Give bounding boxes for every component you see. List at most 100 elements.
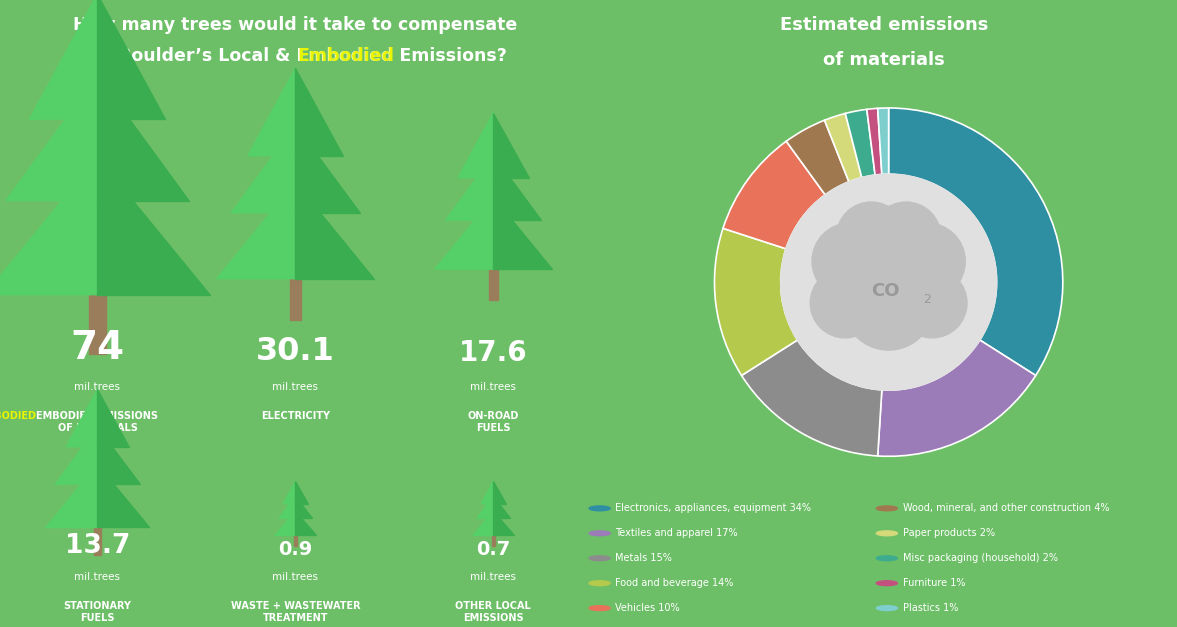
Polygon shape: [493, 482, 506, 504]
Polygon shape: [493, 510, 513, 535]
Text: Vehicles 10%: Vehicles 10%: [616, 603, 680, 613]
Polygon shape: [481, 482, 493, 504]
Circle shape: [837, 202, 906, 271]
Text: Wood, mineral, and other construction 4%: Wood, mineral, and other construction 4%: [903, 503, 1110, 514]
Wedge shape: [889, 108, 1063, 376]
Text: 0.9: 0.9: [278, 540, 313, 559]
Polygon shape: [55, 426, 98, 484]
Text: mil.trees: mil.trees: [272, 572, 319, 582]
Text: for Boulder’s Local & Embodied Emissions?: for Boulder’s Local & Embodied Emissions…: [84, 47, 507, 65]
Polygon shape: [98, 426, 140, 484]
Text: How many trees would it take to compensate: How many trees would it take to compensa…: [73, 16, 518, 34]
Polygon shape: [284, 482, 295, 504]
Polygon shape: [217, 182, 295, 278]
Polygon shape: [477, 496, 493, 519]
Text: 30.1: 30.1: [255, 336, 335, 367]
Polygon shape: [6, 75, 98, 201]
Polygon shape: [98, 0, 166, 119]
Circle shape: [889, 223, 965, 300]
Circle shape: [590, 606, 610, 611]
Circle shape: [590, 531, 610, 535]
Polygon shape: [493, 155, 541, 220]
Wedge shape: [845, 109, 876, 177]
Text: CO: CO: [871, 282, 899, 300]
Polygon shape: [435, 198, 493, 269]
Polygon shape: [295, 182, 374, 278]
Text: Embodied: Embodied: [298, 47, 394, 65]
Circle shape: [590, 556, 610, 561]
Text: Electronics, appliances, equipment 34%: Electronics, appliances, equipment 34%: [616, 503, 811, 514]
Circle shape: [871, 202, 940, 271]
Text: 2: 2: [924, 293, 931, 306]
Circle shape: [590, 506, 610, 511]
Text: Plastics 1%: Plastics 1%: [903, 603, 958, 613]
Circle shape: [877, 506, 897, 511]
Text: Paper products 2%: Paper products 2%: [903, 529, 996, 539]
Circle shape: [812, 223, 889, 300]
Polygon shape: [493, 496, 510, 519]
Text: Metals 15%: Metals 15%: [616, 553, 672, 563]
Text: mil.trees: mil.trees: [471, 572, 517, 582]
Text: OTHER LOCAL
EMISSIONS: OTHER LOCAL EMISSIONS: [455, 601, 531, 623]
Polygon shape: [493, 113, 528, 178]
Polygon shape: [295, 482, 307, 504]
Bar: [492, 535, 494, 546]
Text: Textiles and apparel 17%: Textiles and apparel 17%: [616, 529, 738, 539]
Bar: [290, 278, 301, 320]
Polygon shape: [46, 464, 98, 527]
Text: for Boulder’s Local & Embodied Emissions?: for Boulder’s Local & Embodied Emissions…: [84, 47, 507, 65]
Text: Food and beverage 14%: Food and beverage 14%: [616, 578, 733, 588]
Circle shape: [844, 260, 933, 350]
Text: mil.trees: mil.trees: [74, 572, 120, 582]
Polygon shape: [473, 510, 493, 535]
Polygon shape: [98, 75, 189, 201]
Circle shape: [877, 531, 897, 535]
Polygon shape: [295, 125, 359, 213]
Polygon shape: [0, 157, 98, 295]
Polygon shape: [98, 157, 210, 295]
Text: 17.6: 17.6: [459, 339, 527, 367]
Polygon shape: [98, 389, 128, 446]
Bar: [89, 295, 106, 354]
Text: mil.trees: mil.trees: [74, 382, 120, 392]
Circle shape: [897, 268, 967, 338]
Text: EMBODIED EMISSIONS
OF MATERIALS: EMBODIED EMISSIONS OF MATERIALS: [36, 411, 159, 433]
Wedge shape: [825, 113, 862, 182]
Text: ON-ROAD
FUELS: ON-ROAD FUELS: [467, 411, 519, 433]
Text: mil.trees: mil.trees: [272, 382, 319, 392]
Text: ELECTRICITY: ELECTRICITY: [261, 411, 330, 421]
Wedge shape: [742, 340, 882, 456]
Text: EMBODIED: EMBODIED: [0, 411, 36, 421]
Polygon shape: [458, 113, 493, 178]
Bar: [94, 527, 101, 555]
Wedge shape: [878, 340, 1036, 456]
Text: Misc packaging (household) 2%: Misc packaging (household) 2%: [903, 553, 1058, 563]
Bar: [490, 269, 498, 300]
Polygon shape: [248, 68, 295, 155]
Circle shape: [810, 268, 880, 338]
Wedge shape: [714, 228, 798, 376]
Text: Estimated emissions: Estimated emissions: [779, 16, 989, 34]
Wedge shape: [786, 120, 849, 195]
Circle shape: [877, 606, 897, 611]
Text: of materials: of materials: [823, 51, 945, 70]
Bar: [294, 535, 297, 546]
Polygon shape: [98, 464, 149, 527]
Polygon shape: [446, 155, 493, 220]
Polygon shape: [275, 510, 295, 535]
Polygon shape: [295, 496, 312, 519]
Circle shape: [837, 221, 940, 325]
Wedge shape: [723, 141, 825, 249]
Polygon shape: [66, 389, 98, 446]
Text: 0.7: 0.7: [477, 540, 511, 559]
Circle shape: [590, 581, 610, 586]
Polygon shape: [232, 125, 295, 213]
Text: mil.trees: mil.trees: [471, 382, 517, 392]
Polygon shape: [295, 68, 343, 155]
Polygon shape: [29, 0, 98, 119]
Text: Furniture 1%: Furniture 1%: [903, 578, 966, 588]
Wedge shape: [878, 108, 889, 174]
Circle shape: [877, 581, 897, 586]
Circle shape: [780, 174, 997, 390]
Wedge shape: [866, 108, 882, 175]
